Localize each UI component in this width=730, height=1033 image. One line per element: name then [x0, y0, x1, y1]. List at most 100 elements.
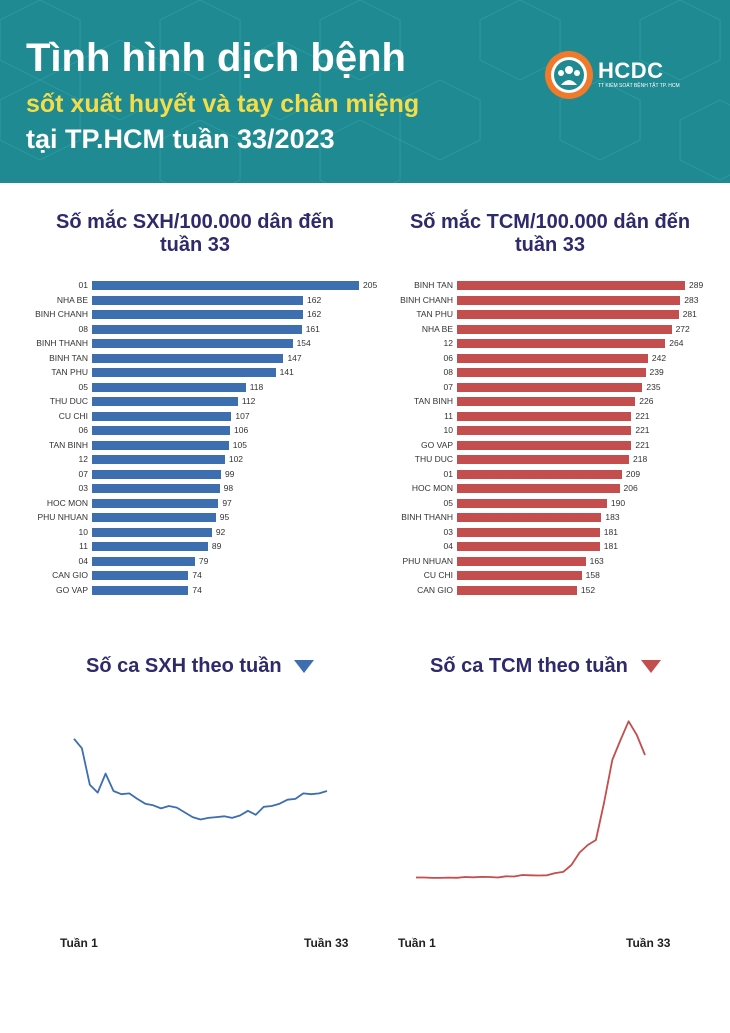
hfmd-bar-value: 158 — [585, 570, 600, 580]
hfmd-bar-label: NHA BE — [421, 323, 453, 334]
hfmd-line-chart-title: Số ca TCM theo tuần — [430, 655, 628, 677]
hfmd-bar — [457, 397, 636, 406]
dengue-bar-label: THU DUC — [49, 396, 88, 406]
hfmd-bar-label: 01 — [443, 468, 453, 479]
logo-text: HCDC — [598, 58, 664, 83]
hfmd-bar-label: 03 — [443, 526, 453, 537]
dengue-bar-label: TAN BINH — [48, 439, 88, 450]
hfmd-bar-label: TAN BINH — [413, 396, 453, 406]
dengue-bar-value: 98 — [223, 483, 234, 493]
dengue-bar — [92, 585, 189, 595]
dengue-bar — [92, 484, 220, 493]
hfmd-bar — [457, 411, 632, 421]
dengue-bar — [92, 295, 303, 305]
dengue-bar-row: CU CHI 107 — [0, 411, 365, 422]
dengue-bar-row: THU DUC 112 — [0, 396, 365, 407]
hfmd-bar-row: HOC MON 206 — [365, 483, 730, 494]
dengue-bar-row: CAN GIO 74 — [0, 570, 365, 581]
hfmd-bar — [457, 310, 679, 319]
dengue-bar-value: 97 — [222, 497, 232, 508]
hfmd-bar-label: 08 — [443, 367, 453, 377]
hfmd-bar — [457, 382, 643, 392]
dengue-bar-label: TAN PHU — [51, 367, 88, 377]
dengue-bar — [92, 571, 189, 580]
dengue-bar-row: BINH TAN 147 — [0, 353, 365, 364]
hfmd-bar-row: PHU NHUAN 163 — [365, 556, 730, 567]
hfmd-bar-value: 221 — [635, 410, 650, 421]
hfmd-bar — [457, 455, 629, 464]
dengue-bar-row: NHA BE 162 — [0, 295, 365, 306]
hfmd-bar-value: 163 — [589, 555, 604, 566]
dengue-series-line — [73, 738, 328, 821]
header-banner: Tình hình dịch bệnh sốt xuất huyết và ta… — [0, 0, 730, 183]
dengue-bar-value: 95 — [219, 512, 230, 522]
dengue-bar-label: 08 — [78, 323, 88, 334]
hfmd-bar-row: 10 221 — [365, 425, 730, 436]
dengue-bar — [92, 440, 229, 450]
hfmd-series-line — [416, 720, 646, 879]
hfmd-bar-value: 264 — [669, 338, 684, 348]
dengue-bar-label: 04 — [78, 555, 88, 566]
dengue-bar — [92, 469, 221, 479]
hfmd-bar — [457, 426, 632, 435]
hfmd-bar-label: 05 — [443, 497, 453, 508]
hfmd-bar-label: 06 — [443, 352, 453, 363]
dengue-bar-label: 06 — [78, 425, 88, 435]
dengue-bar-value: 92 — [215, 526, 226, 537]
dengue-bar — [92, 527, 212, 537]
dengue-bar-value: 162 — [306, 309, 322, 319]
dengue-bar-label: 07 — [78, 468, 88, 479]
hfmd-bar-row: 12 264 — [365, 338, 730, 349]
hfmd-bar-label: 12 — [443, 338, 453, 348]
dengue-bar-value: 106 — [234, 425, 249, 435]
dengue-bar-row: 06 106 — [0, 425, 365, 436]
hfmd-bar — [457, 542, 600, 551]
dengue-bar-row: 07 99 — [0, 469, 365, 480]
hcdc-logo-icon — [545, 51, 593, 99]
dengue-bar-value: 118 — [249, 381, 264, 392]
dengue-bar — [92, 281, 359, 290]
dengue-bar-row: TAN BINH 105 — [0, 440, 365, 451]
hfmd-bar-value: 281 — [682, 309, 697, 319]
dengue-bar-label: 05 — [78, 381, 88, 392]
hfmd-bar-value: 209 — [625, 468, 641, 479]
dengue-bar — [92, 339, 293, 348]
hfmd-bar-label: 10 — [443, 425, 453, 435]
dengue-bar-label: CAN GIO — [52, 570, 88, 580]
hfmd-bar-label: GO VAP — [421, 439, 453, 450]
hfmd-bar-value: 235 — [646, 381, 661, 392]
dengue-bar-row: BINH CHANH 162 — [0, 309, 365, 320]
hfmd-bar-label: HOC MON — [411, 483, 453, 493]
dengue-bar — [92, 411, 232, 421]
dengue-bar-label: HOC MON — [46, 497, 88, 508]
dengue-bar — [92, 324, 302, 334]
dengue-bar — [92, 556, 195, 566]
hfmd-bar-row: 07 235 — [365, 382, 730, 393]
triangle-down-icon — [641, 660, 661, 673]
hfmd-bar-row: TAN PHU 281 — [365, 309, 730, 320]
hfmd-bar — [457, 484, 620, 493]
hfmd-bar-value: 190 — [610, 497, 626, 508]
hfmd-bar-row: 03 181 — [365, 527, 730, 538]
hfmd-bar-chart-title: Số mắc TCM/100.000 dân đến tuần 33 — [409, 211, 691, 256]
hfmd-bar-row: BINH TAN 289 — [365, 280, 730, 291]
dengue-x-start-label: Tuần 1 — [60, 936, 98, 950]
dengue-bar-value: 147 — [287, 352, 302, 363]
dengue-bar-row: 08 161 — [0, 324, 365, 335]
dengue-bar — [92, 382, 246, 392]
hfmd-bar-row: BINH CHANH 283 — [365, 295, 730, 306]
hfmd-bar-row: 11 221 — [365, 411, 730, 422]
dengue-bar-label: BINH TAN — [49, 352, 88, 363]
dengue-bar — [92, 397, 238, 406]
dengue-bar-value: 162 — [306, 294, 322, 305]
hfmd-bar-label: CAN GIO — [417, 584, 453, 595]
main-title-period: tại TP.HCM tuần 33/2023 — [26, 124, 335, 154]
dengue-bar-label: 10 — [78, 526, 88, 537]
hfmd-bar-label: PHU NHUAN — [402, 555, 453, 566]
triangle-down-icon — [294, 660, 314, 673]
dengue-bar-value: 154 — [296, 338, 311, 348]
hfmd-bar — [457, 353, 648, 363]
hfmd-bar-value: 181 — [603, 541, 618, 551]
hfmd-bar-value: 152 — [580, 584, 596, 595]
logo-subtext: TT KIỂM SOÁT BỆNH TẬT TP. HCM — [598, 83, 680, 89]
